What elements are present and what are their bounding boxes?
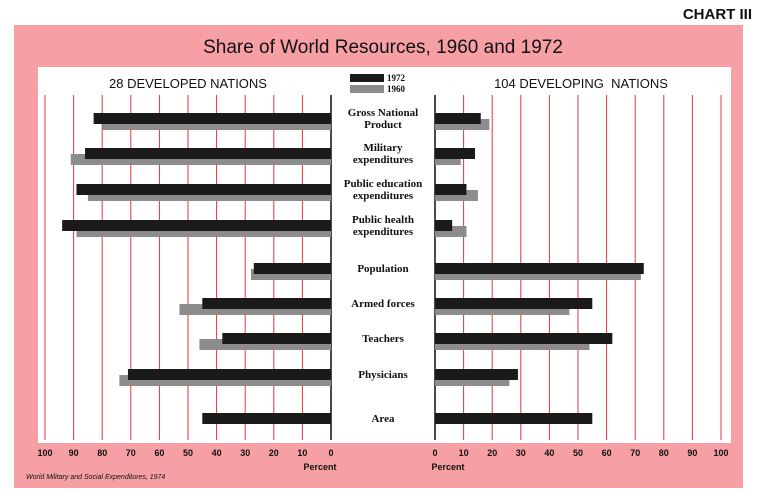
tick-left-40: 40 — [212, 448, 222, 458]
bar-developed-1972-8 — [202, 413, 331, 424]
tick-right-40: 40 — [544, 448, 554, 458]
tick-left-90: 90 — [69, 448, 79, 458]
bar-developed-1972-6 — [222, 333, 331, 344]
tick-left-100: 100 — [37, 448, 52, 458]
bar-developing-1972-0 — [435, 113, 481, 124]
bar-developed-1972-0 — [93, 113, 332, 124]
category-label-1: Military expenditures — [353, 142, 414, 166]
bar-developed-1972-7 — [127, 369, 331, 380]
bar-developed-1972-4 — [253, 263, 331, 274]
bar-developed-1972-3 — [62, 220, 331, 231]
legend-swatch-1960 — [350, 85, 384, 93]
bar-developed-1960-2 — [87, 190, 332, 201]
tick-left-50: 50 — [183, 448, 193, 458]
left-x-axis-label: Percent — [303, 462, 336, 472]
bar-developing-1960-4 — [435, 269, 641, 280]
tick-right-70: 70 — [630, 448, 640, 458]
chart-title: Share of World Resources, 1960 and 1972 — [203, 37, 563, 58]
tick-right-80: 80 — [659, 448, 669, 458]
category-labels: Gross National Product Military expenditure… — [344, 107, 423, 425]
chart-label: CHART III — [683, 6, 752, 23]
category-label-8: Area — [371, 413, 395, 425]
tick-left-80: 80 — [97, 448, 107, 458]
category-label-2: Public education expenditures — [344, 178, 423, 202]
tick-left-20: 20 — [269, 448, 279, 458]
bar-developed-1960-3 — [76, 226, 332, 237]
left-panel-title: 28 DEVELOPED NATIONS — [109, 76, 267, 91]
bar-developing-1960-2 — [435, 190, 478, 201]
bar-developed-1960-4 — [250, 269, 331, 280]
tick-labels: 100 90 80 70 60 50 40 30 20 10 0 0 10 20 30 40 50 60 70 80 9… — [37, 448, 728, 458]
tick-left-0: 0 — [328, 448, 333, 458]
bar-developing-1960-0 — [435, 119, 490, 130]
tick-left-60: 60 — [154, 448, 164, 458]
bar-developing-1972-3 — [435, 220, 453, 231]
category-label-7: Physicians — [358, 369, 408, 381]
bar-developing-1972-5 — [435, 298, 593, 309]
bars — [62, 113, 644, 424]
right-x-axis-label: Percent — [431, 462, 464, 472]
bar-developing-1960-3 — [435, 226, 467, 237]
bar-developing-1972-8 — [435, 413, 593, 424]
bar-developing-1960-5 — [435, 304, 570, 315]
tick-right-0: 0 — [432, 448, 437, 458]
bar-developed-1972-1 — [85, 148, 331, 159]
tick-right-30: 30 — [516, 448, 526, 458]
category-label-6: Teachers — [362, 333, 404, 345]
bar-developed-1960-6 — [199, 339, 331, 350]
bar-developing-1972-4 — [435, 263, 644, 274]
tick-left-30: 30 — [240, 448, 250, 458]
legend: 1972 1960 — [350, 73, 406, 94]
bar-developed-1972-2 — [76, 184, 332, 195]
tick-left-10: 10 — [297, 448, 307, 458]
bar-developing-1972-1 — [435, 148, 476, 159]
tick-right-50: 50 — [573, 448, 583, 458]
bar-developing-1960-7 — [435, 375, 510, 386]
tick-right-100: 100 — [713, 448, 728, 458]
category-label-4: Population — [357, 263, 408, 275]
category-label-0: Gross National Product — [348, 107, 418, 131]
category-label-3: Public health expenditures — [352, 214, 414, 238]
legend-label-1960: 1960 — [387, 84, 406, 94]
bar-developing-1960-1 — [435, 154, 461, 165]
bar-developed-1972-5 — [202, 298, 331, 309]
source-note: World Military and Social Expenditures, … — [26, 474, 165, 481]
bar-developing-1972-6 — [435, 333, 613, 344]
bar-developed-1960-0 — [102, 119, 331, 130]
tick-right-90: 90 — [687, 448, 697, 458]
legend-label-1972: 1972 — [387, 73, 406, 83]
bar-developed-1960-7 — [119, 375, 331, 386]
bar-developed-1960-1 — [70, 154, 332, 165]
tick-right-10: 10 — [459, 448, 469, 458]
bar-developing-1972-2 — [435, 184, 467, 195]
category-label-5: Armed forces — [351, 298, 415, 310]
legend-swatch-1972 — [350, 74, 384, 82]
tick-left-70: 70 — [126, 448, 136, 458]
bar-developed-1960-5 — [179, 304, 331, 315]
right-panel-title: 104 DEVELOPING NATIONS — [494, 76, 668, 91]
tick-right-20: 20 — [487, 448, 497, 458]
bar-developing-1960-6 — [435, 339, 590, 350]
bar-developing-1972-7 — [435, 369, 518, 380]
tick-right-60: 60 — [602, 448, 612, 458]
